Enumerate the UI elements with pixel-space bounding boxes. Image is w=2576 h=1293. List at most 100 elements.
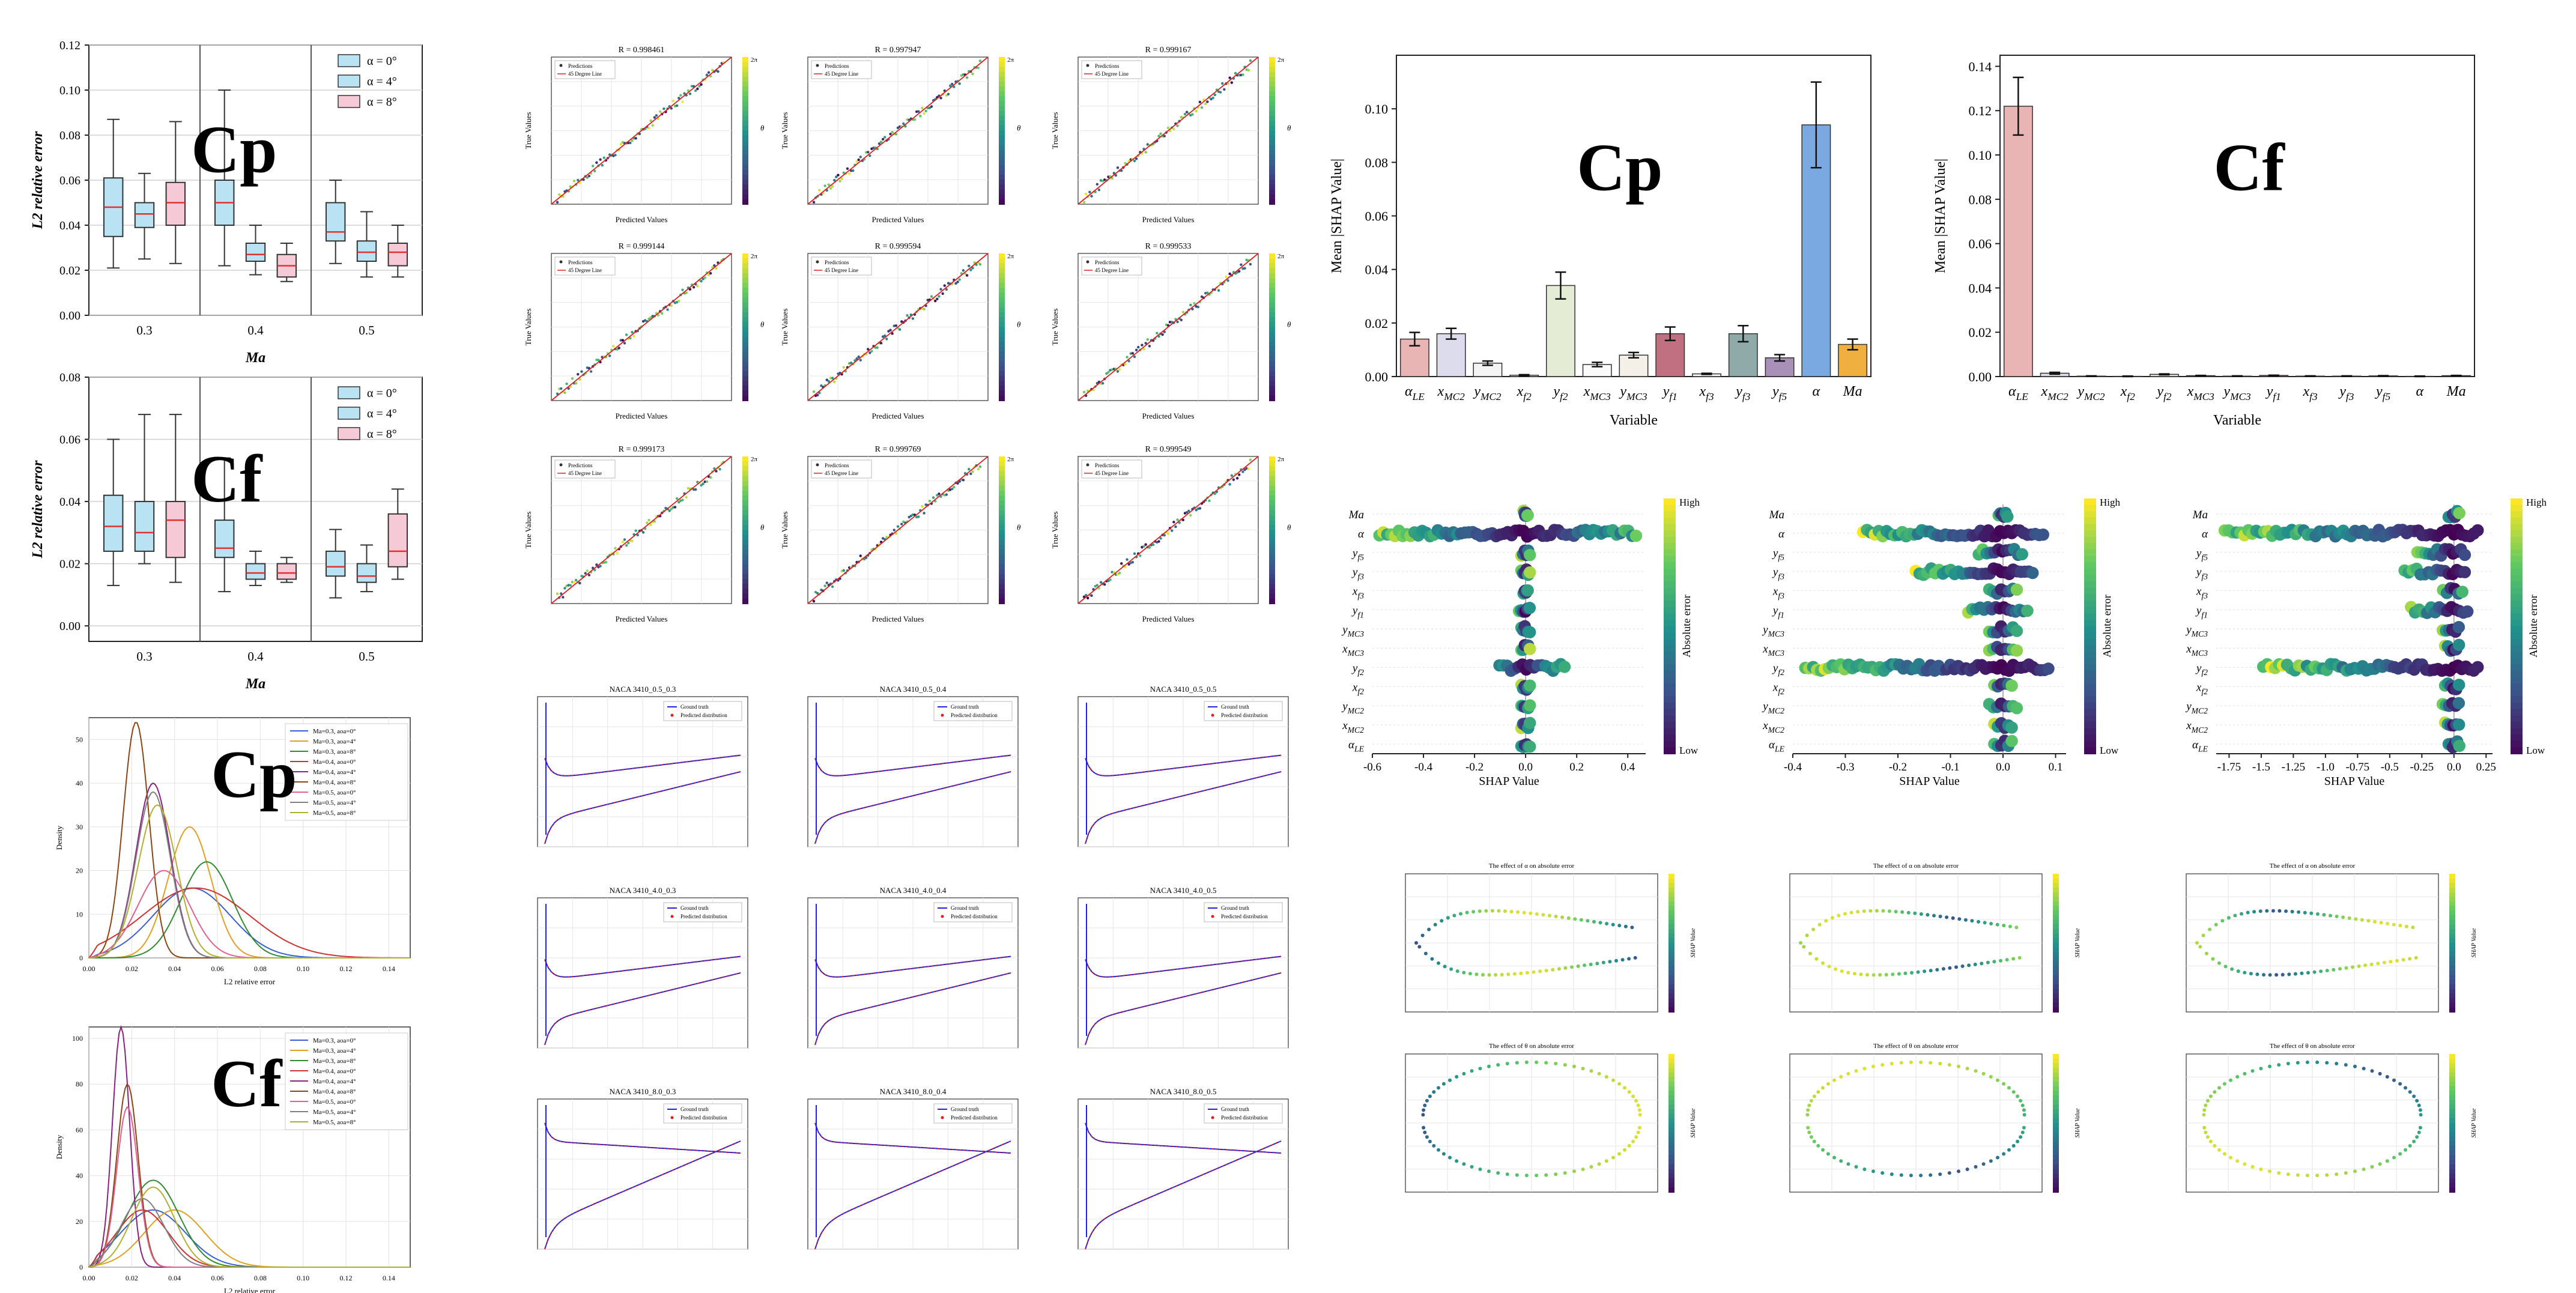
x-axis-title: Predicted Values	[872, 411, 924, 420]
x-tick-label: Ma	[1843, 384, 1862, 399]
x-tick-label: -0.1	[1941, 761, 1959, 774]
colorbar-segment	[1668, 883, 1674, 888]
colorbar-segment	[742, 253, 748, 259]
colorbar-segment	[1269, 175, 1275, 181]
prediction-point	[889, 329, 892, 332]
legend-label: Ma=0.4, aoa=0°	[313, 759, 356, 766]
prediction-point	[601, 163, 604, 167]
effect-point	[1428, 1094, 1432, 1098]
prediction-point	[921, 106, 924, 110]
effect-point	[1474, 972, 1479, 977]
shap-point	[2010, 701, 2023, 715]
legend-label: 45 Degree Line	[568, 267, 602, 273]
effect-point	[2325, 1173, 2329, 1177]
prediction-point	[857, 355, 860, 359]
effect-point	[1871, 1064, 1875, 1068]
effect-point	[2351, 965, 2354, 969]
prediction-point	[934, 299, 937, 303]
effect-point	[2281, 973, 2285, 977]
colorbar-segment	[1664, 619, 1676, 627]
colorbar-segment	[2449, 1155, 2455, 1161]
x-tick-label: -0.2	[1889, 761, 1907, 774]
colorbar-label: SHAP Value	[2471, 1108, 2478, 1138]
prediction-point	[715, 267, 718, 270]
colorbar-segment	[2053, 1164, 2059, 1170]
colorbar-segment	[1668, 1054, 1674, 1059]
colorbar-segment	[2053, 883, 2059, 888]
prediction-point	[953, 485, 956, 489]
colorbar-segment	[742, 71, 748, 77]
colorbar-segment	[1269, 342, 1275, 348]
effect-point	[1420, 933, 1425, 937]
effect-point	[1816, 1143, 1820, 1148]
effect-point	[2414, 955, 2418, 960]
prediction-point	[1157, 540, 1160, 543]
colorbar-segment	[1664, 550, 1676, 557]
y-tick-label: 0.04	[59, 219, 80, 232]
prediction-point	[846, 167, 849, 171]
colorbar-segment	[1668, 1113, 1674, 1119]
legend-label: Predicted distribution	[951, 1115, 998, 1121]
shap-point	[2005, 679, 2018, 692]
prediction-point	[889, 132, 892, 136]
prediction-point	[812, 201, 816, 204]
legend-marker	[816, 260, 819, 264]
colorbar-segment	[999, 57, 1005, 63]
colorbar-segment	[2449, 943, 2455, 948]
colorbar-segment	[2053, 924, 2059, 930]
prediction-point	[829, 187, 832, 190]
y-tick-label: 100	[72, 1034, 83, 1043]
shap-point	[2458, 548, 2471, 562]
prediction-point	[1120, 562, 1123, 565]
prediction-point	[923, 307, 926, 310]
prediction-point	[1090, 195, 1093, 198]
effect-point	[2236, 969, 2240, 974]
y-tick-label: 0.10	[59, 84, 80, 97]
predicted-curve	[1085, 955, 1282, 978]
colorbar-segment	[1269, 86, 1275, 92]
colorbar-segment	[2084, 709, 2096, 716]
colorbar-segment	[2511, 638, 2523, 646]
effect-point	[2259, 1167, 2263, 1171]
effect-point	[1432, 1143, 1436, 1148]
effect-point	[2017, 955, 2022, 960]
colorbar-segment	[999, 317, 1005, 323]
colorbar-segment	[1664, 607, 1676, 614]
colorbar-segment	[2449, 1173, 2455, 1179]
y-tick-label: 0.08	[59, 371, 80, 384]
predicted-curve	[814, 1122, 1011, 1154]
colorbar-segment	[2449, 929, 2455, 934]
y-tick-label: 0.04	[59, 495, 80, 509]
diagonal-line	[1077, 456, 1259, 604]
effect-point	[2230, 967, 2234, 971]
colorbar-segment	[999, 510, 1005, 516]
effect-point	[2202, 1125, 2207, 1130]
effect-point	[2007, 1148, 2011, 1152]
predicted-curve	[544, 771, 741, 844]
colorbar-segment	[1269, 268, 1275, 274]
prediction-point	[653, 116, 656, 119]
colorbar-segment	[1269, 130, 1275, 136]
effect-point	[1871, 973, 1876, 977]
colorbar-segment	[2084, 619, 2096, 627]
prediction-point	[711, 68, 714, 72]
effect-point	[1597, 1162, 1601, 1166]
colorbar-segment	[1668, 1063, 1674, 1068]
colorbar-segment	[742, 111, 748, 117]
predicted-curve	[1085, 1140, 1282, 1250]
prediction-point	[1189, 513, 1192, 517]
effect-point	[1432, 1090, 1436, 1094]
prediction-point	[569, 185, 572, 189]
prediction-point	[881, 138, 885, 141]
effect-point	[1623, 1148, 1626, 1152]
colorbar-segment	[999, 589, 1005, 595]
colorbar-segment	[1269, 598, 1275, 604]
effect-point	[2417, 1130, 2421, 1134]
colorbar-segment	[742, 268, 748, 274]
effect-point	[2300, 971, 2304, 975]
y-axis-title: True Values	[780, 309, 789, 346]
effect-point	[1954, 965, 1958, 969]
effect-point	[2020, 1130, 2025, 1134]
